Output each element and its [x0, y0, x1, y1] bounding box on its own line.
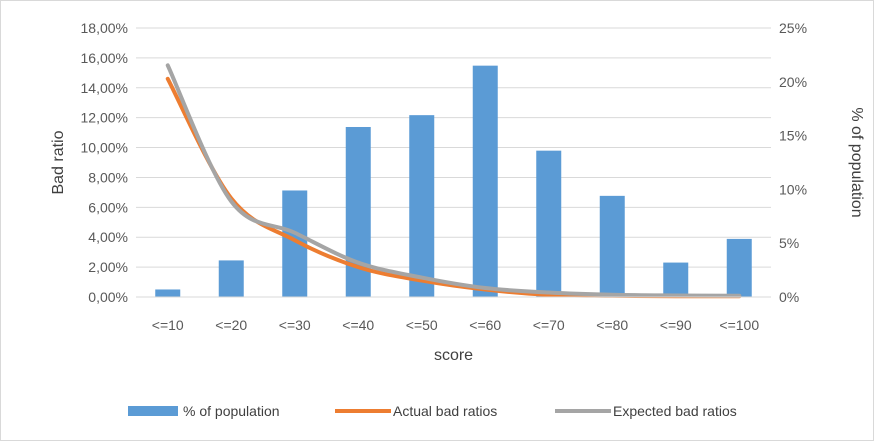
legend-swatch	[128, 406, 178, 416]
bar	[599, 195, 625, 297]
x-tick-label: <=60	[469, 317, 501, 333]
legend-label: Expected bad ratios	[613, 403, 737, 419]
bar	[409, 115, 435, 297]
x-tick-label: <=30	[279, 317, 311, 333]
y2-axis-title: % of population	[848, 107, 865, 217]
y-tick-label: 8,00%	[88, 169, 128, 185]
y2-tick-label: 0%	[779, 289, 799, 305]
x-tick-label: <=50	[406, 317, 438, 333]
bar	[726, 238, 752, 297]
bar	[663, 262, 689, 297]
bar	[155, 289, 181, 297]
y-tick-label: 16,00%	[81, 50, 128, 66]
y-tick-label: 6,00%	[88, 199, 128, 215]
x-tick-label: <=70	[533, 317, 565, 333]
y2-tick-label: 15%	[779, 128, 807, 144]
x-tick-label: <=100	[719, 317, 759, 333]
legend-label: % of population	[183, 403, 280, 419]
bar	[218, 260, 244, 297]
y-tick-label: 2,00%	[88, 259, 128, 275]
x-tick-label: <=10	[152, 317, 184, 333]
x-axis-title: score	[434, 347, 473, 364]
y2-tick-label: 20%	[779, 74, 807, 90]
y-tick-label: 18,00%	[81, 20, 128, 36]
y2-tick-label: 10%	[779, 181, 807, 197]
x-tick-label: <=20	[215, 317, 247, 333]
y2-tick-label: 5%	[779, 235, 799, 251]
x-tick-label: <=90	[660, 317, 692, 333]
x-tick-label: <=40	[342, 317, 374, 333]
actual-bad-ratios-line	[165, 76, 742, 299]
y2-tick-label: 25%	[779, 20, 807, 36]
y-tick-label: 14,00%	[81, 80, 128, 96]
x-tick-label: <=80	[596, 317, 628, 333]
bar	[472, 65, 498, 297]
y-tick-label: 4,00%	[88, 229, 128, 245]
legend-label: Actual bad ratios	[393, 403, 497, 419]
y-tick-label: 0,00%	[88, 289, 128, 305]
y-tick-label: 12,00%	[81, 110, 128, 126]
bar	[536, 150, 562, 297]
expected-bad-ratios-line	[165, 63, 742, 298]
y-tick-label: 10,00%	[81, 140, 128, 156]
y-axis-title: Bad ratio	[50, 130, 67, 194]
